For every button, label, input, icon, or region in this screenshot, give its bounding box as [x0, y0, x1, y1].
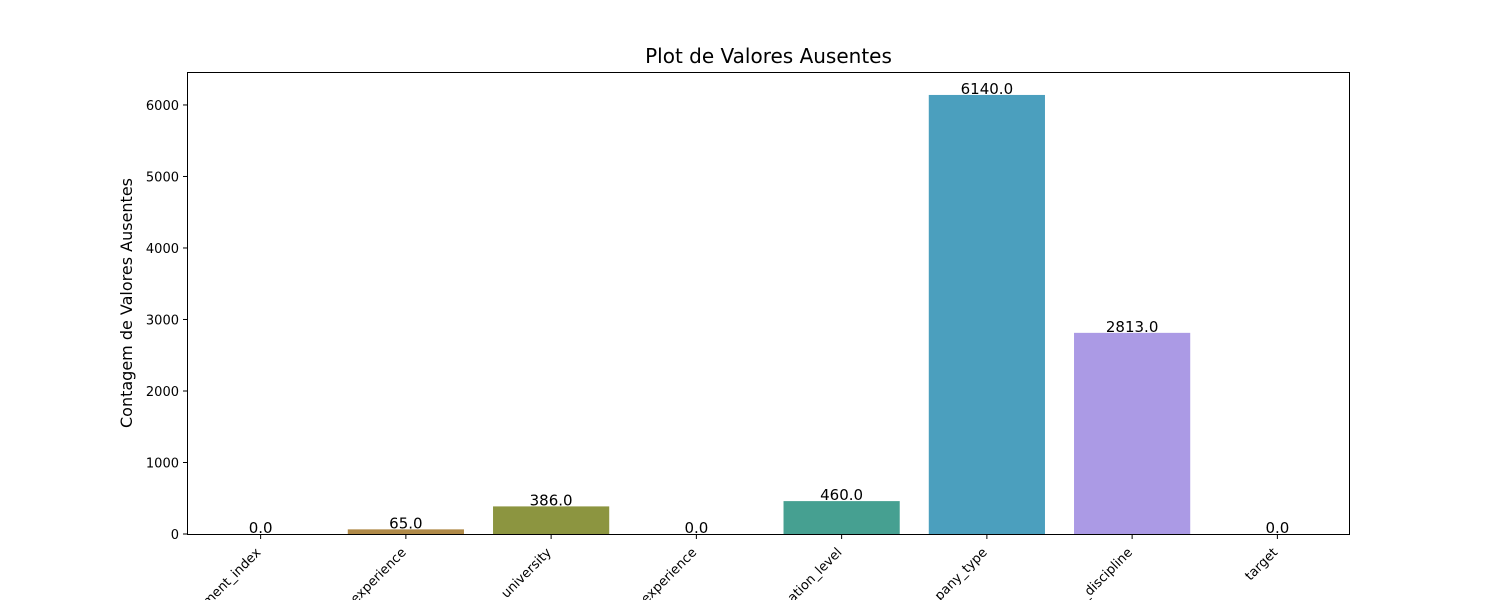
bar [928, 94, 1045, 534]
bars-layer [347, 94, 1191, 534]
bar [1074, 332, 1191, 534]
bar-value-label: 6140.0 [961, 80, 1014, 98]
bar-value-label: 65.0 [389, 514, 422, 532]
bar [347, 529, 464, 534]
y-tick-label: 2000 [146, 385, 179, 400]
y-tick-label: 6000 [146, 99, 179, 114]
plot-frame [187, 72, 1350, 535]
y-axis: 0 1000 2000 3000 4000 5000 6000 [146, 99, 188, 543]
y-tick-label: 0 [171, 528, 179, 543]
y-tick-label: 5000 [146, 170, 179, 185]
bar-value-label: 460.0 [820, 486, 863, 504]
bar-value-label: 0.0 [249, 519, 273, 537]
y-tick-label: 3000 [146, 313, 179, 328]
bar-value-label: 2813.0 [1106, 318, 1159, 336]
bar [783, 501, 900, 534]
bar-value-label: 0.0 [1265, 519, 1289, 537]
y-axis-label: Contagem de Valores Ausentes [117, 178, 136, 428]
chart-title: Plot de Valores Ausentes [645, 44, 892, 68]
bar-value-label: 0.0 [684, 519, 708, 537]
y-tick-label: 4000 [146, 242, 179, 257]
data-labels: 0.0 65.0 386.0 0.0 460.0 6140.0 2813.0 0.0 [249, 80, 1290, 537]
y-tick-label: 1000 [146, 456, 179, 471]
bar [493, 506, 610, 534]
bar-value-label: 386.0 [530, 491, 573, 509]
